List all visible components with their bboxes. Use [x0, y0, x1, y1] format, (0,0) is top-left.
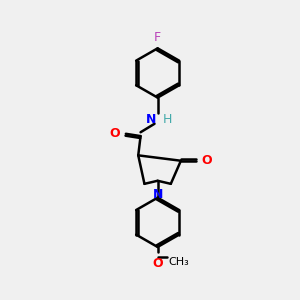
Text: H: H	[162, 113, 172, 126]
Text: O: O	[109, 127, 120, 140]
Text: N: N	[152, 188, 163, 202]
Text: O: O	[202, 154, 212, 167]
Text: O: O	[152, 257, 163, 270]
Text: F: F	[154, 31, 161, 44]
Text: N: N	[146, 113, 156, 126]
Text: CH₃: CH₃	[169, 257, 189, 267]
